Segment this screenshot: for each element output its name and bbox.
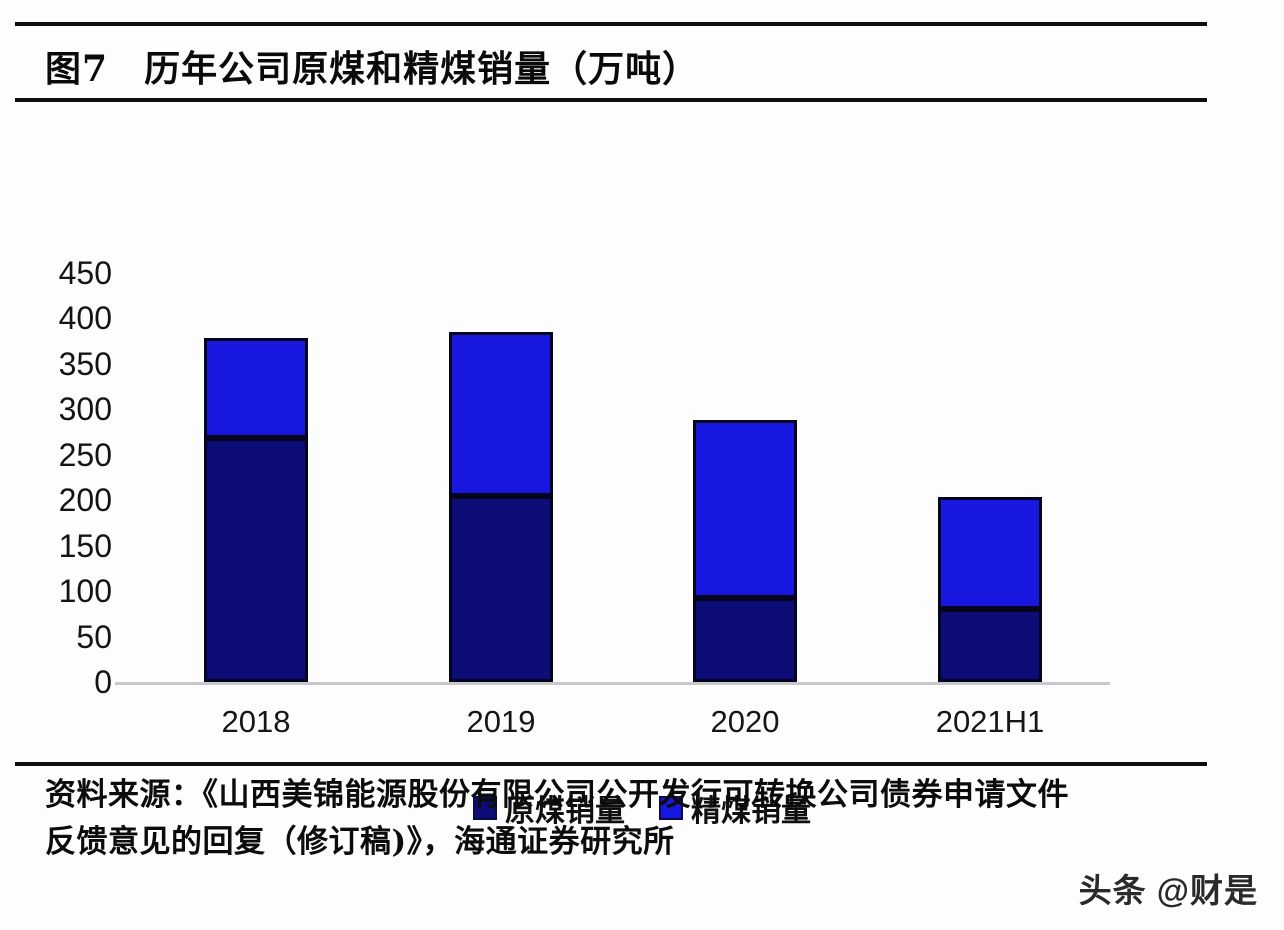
legend-label: 原煤销量 [505,794,625,829]
bar-segment-2020 [693,598,797,682]
legend-item: 精煤销量 [659,786,811,830]
bar-segment-2019 [449,495,553,682]
bar-segment-2021H1 [938,497,1042,610]
y-tick-label: 150 [58,527,112,564]
source-text-block: 资料来源：《山西美锦能源股份有限公司公开发行可转换公司债券申请文件 反馈意见的回… [45,772,1205,866]
source-line-1: 资料来源：《山西美锦能源股份有限公司公开发行可转换公司债券申请文件 [45,777,1069,813]
top-divider-rule [15,22,1207,26]
y-tick-label: 0 [94,664,112,700]
legend-swatch-icon [659,796,683,820]
bar-segment-2021H1 [938,609,1042,682]
legend-label: 精煤销量 [691,794,811,829]
figure-title: 历年公司原煤和精煤销量（万吨） [144,48,700,90]
y-tick-label: 300 [58,391,112,428]
watermark-text: 头条 @财是 [1078,872,1258,909]
legend-item: 原煤销量 [473,786,625,830]
y-tick-label: 100 [58,573,112,610]
x-axis-label-2018: 2018 [221,704,291,739]
x-axis-label-2019: 2019 [466,704,536,739]
y-tick-label: 200 [58,482,112,519]
source-divider-rule [15,762,1207,766]
bar-segment-2018 [204,338,308,439]
x-axis-label-2020: 2020 [710,704,780,739]
y-tick-label: 450 [58,255,112,291]
stacked-bar-chart: 0 50 100 150 200 250 300 350 400 450 2018 2019 2020… [0,110,1284,829]
chart-legend: 原煤销量 精煤销量 [0,786,1284,830]
x-axis-line [115,682,1110,685]
figure-number: 图7 [45,48,109,90]
y-tick-label: 250 [58,436,112,473]
x-axis-label-2021H1: 2021H1 [935,704,1045,739]
title-divider-rule [15,98,1207,102]
y-tick-label: 400 [58,300,112,337]
figure-title-row: 图7 历年公司原煤和精煤销量（万吨） [45,40,699,92]
bar-segment-2018 [204,438,308,682]
bar-segment-2019 [449,332,553,496]
source-line-2: 反馈意见的回复（修订稿)》，海通证券研究所 [45,824,675,860]
y-tick-label: 350 [58,345,112,382]
legend-swatch-icon [473,796,497,820]
y-tick-label: 50 [76,618,112,655]
bar-segment-2020 [693,420,797,599]
